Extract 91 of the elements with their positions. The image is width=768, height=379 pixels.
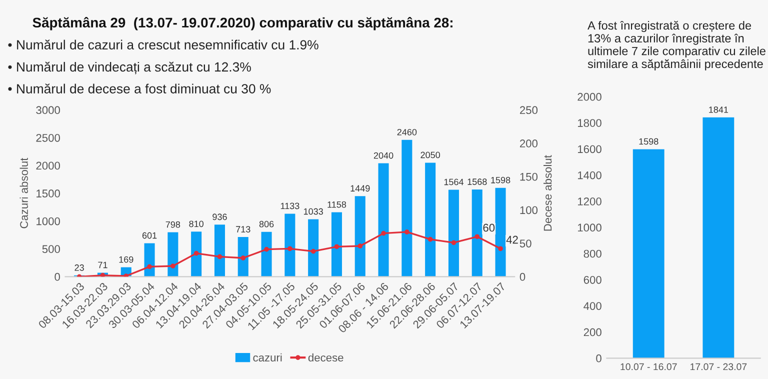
data-label: 601 (142, 232, 157, 239)
y-tick-label: 3000 (36, 106, 60, 114)
y-tick-label: 1400 (578, 171, 602, 180)
y-tick-label: 0 (596, 354, 602, 362)
bar (354, 196, 366, 277)
data-label: 2460 (397, 128, 417, 136)
chart-title: Săptămâna 29 (13.07- 19.07.2020) comparativ cu săptămâna 28: (32, 17, 452, 30)
chart-title: A fost înregistrată o creștere de 13% a cazurilor înregistrate în ultimele 7 zile comparativ cu zilele similare a săptămâinii precedente (588, 20, 766, 70)
y2-tick-label: 100 (520, 206, 538, 214)
point (100, 272, 106, 277)
y-tick-label: 0 (54, 272, 60, 281)
y-tick-label: 1000 (36, 217, 60, 226)
point (194, 250, 199, 256)
y2-axis-title: Decese absolut (544, 155, 552, 231)
bar (425, 162, 436, 277)
bar (472, 190, 482, 277)
point (358, 244, 363, 248)
y-tick-label: 500 (42, 245, 60, 254)
text: • Numărul de cazuri a crescut nesemnificativ cu 1.9% (8, 40, 318, 50)
point (264, 246, 269, 252)
text: • Numărul de vindecați a scăzut cu 12.3% (8, 62, 251, 74)
point (147, 264, 152, 270)
data-label: 1449 (350, 185, 370, 192)
point (310, 248, 316, 254)
bar (261, 232, 272, 277)
y-tick-label: 600 (584, 276, 602, 284)
data-label: 71 (98, 262, 108, 268)
legend-label: cazuri (253, 353, 282, 362)
y2-tick-label: 200 (520, 140, 538, 148)
bar (191, 232, 202, 277)
point (428, 236, 433, 242)
y-tick-label: 2000 (578, 92, 602, 101)
point (451, 240, 456, 246)
y2-tick-label: 50 (520, 240, 532, 248)
y-tick-label: 200 (584, 328, 602, 336)
data-label: 1158 (328, 201, 346, 208)
bar (402, 140, 412, 277)
x-tick-label: 10.07 - 16.07 (620, 363, 677, 370)
y-tick-label: 1000 (578, 224, 602, 232)
y-tick-label: 1200 (578, 198, 602, 206)
data-label: 713 (236, 226, 250, 232)
y2-tick-label: 150 (520, 172, 538, 181)
data-label: 2040 (374, 152, 394, 159)
y-axis-title: Cazuri absolut (20, 158, 28, 228)
data-label: 2050 (420, 152, 440, 158)
point (334, 244, 340, 250)
point (498, 246, 503, 252)
data-label: 23 (74, 264, 84, 271)
x-tick-label: 17.07 - 23.07 (690, 363, 747, 370)
data-label: 42 (506, 236, 518, 244)
point (287, 246, 292, 252)
bar (238, 237, 248, 277)
data-label: 1598 (639, 138, 658, 145)
data-label: 169 (119, 256, 134, 263)
bar (214, 224, 225, 277)
data-label: 1598 (491, 176, 510, 184)
data-label: 1841 (709, 106, 728, 113)
text: • Numărul de decese a fost diminuat cu 30 % (8, 84, 271, 94)
data-label: 936 (212, 214, 227, 220)
point (170, 264, 176, 268)
bar (331, 212, 342, 277)
bar (378, 163, 389, 277)
y-tick-label: 1600 (578, 145, 602, 154)
bar (144, 243, 155, 277)
y-tick-label: 800 (584, 250, 602, 258)
data-label: 1133 (280, 202, 300, 210)
point (404, 230, 410, 234)
y-tick-label: 400 (584, 302, 602, 310)
y-tick-label: 1500 (36, 190, 60, 198)
point (474, 234, 480, 240)
point (217, 254, 222, 260)
point (240, 256, 246, 260)
y2-tick-label: 250 (520, 106, 538, 114)
data-label: 806 (259, 220, 274, 228)
point (381, 230, 386, 236)
bar (495, 188, 506, 277)
bar (448, 190, 459, 277)
data-label: 1033 (304, 208, 323, 215)
bar (168, 232, 178, 277)
y-tick-label: 2500 (36, 134, 60, 142)
data-label: 60 (483, 224, 495, 232)
data-label: 810 (189, 220, 204, 228)
y-tick-label: 1800 (578, 119, 602, 127)
y2-tick-label: 0 (520, 272, 526, 281)
bar (308, 219, 319, 277)
legend-label: decese (308, 353, 344, 362)
bar (284, 214, 296, 277)
data-label: 1564 (444, 178, 464, 186)
data-label: 1568 (468, 178, 487, 185)
y-tick-label: 2000 (36, 162, 60, 170)
data-label: 798 (166, 221, 180, 228)
